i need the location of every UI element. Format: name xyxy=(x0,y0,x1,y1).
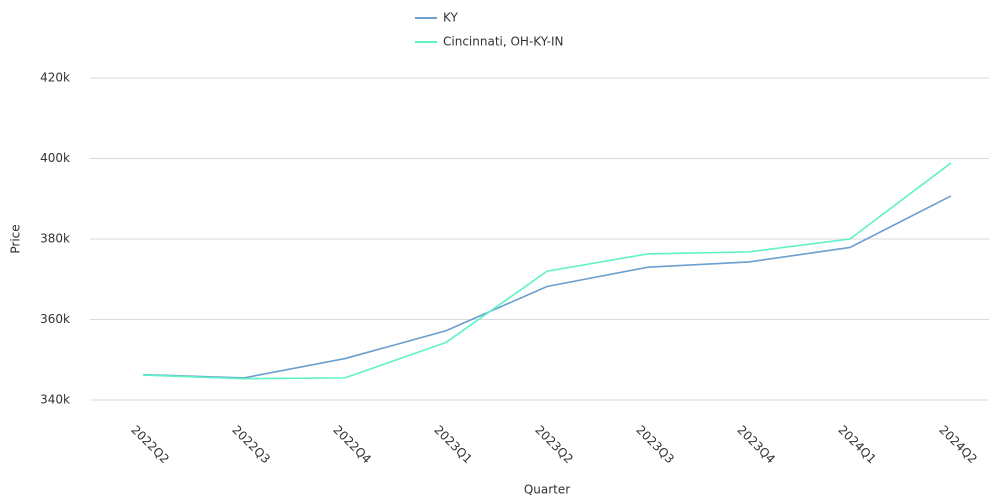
line xyxy=(142,195,952,379)
x-axis-title: Quarter xyxy=(524,483,570,497)
x-tick-label: 2023Q3 xyxy=(633,423,677,467)
y-tick-label: 400k xyxy=(40,151,70,165)
x-tick-label: 2023Q4 xyxy=(734,423,778,467)
x-tick-label: 2024Q2 xyxy=(936,423,980,467)
y-tick-label: 420k xyxy=(40,71,70,85)
x-tick-label: 2024Q1 xyxy=(835,423,879,467)
x-tick-label: 2022Q2 xyxy=(128,423,172,467)
line xyxy=(142,162,952,380)
x-tick-label: 2023Q1 xyxy=(431,423,475,467)
y-tick-label: 360k xyxy=(40,312,70,326)
x-tick-label: 2022Q3 xyxy=(229,423,273,467)
x-tick-label: 2023Q2 xyxy=(532,423,576,467)
legend-label: KY xyxy=(443,11,458,25)
y-tick-label: 340k xyxy=(40,393,70,407)
x-tick-label: 2022Q4 xyxy=(330,423,374,467)
y-tick-label: 380k xyxy=(40,232,70,246)
legend-label: Cincinnati, OH-KY-IN xyxy=(443,35,563,49)
y-axis-title: Price xyxy=(9,224,23,253)
